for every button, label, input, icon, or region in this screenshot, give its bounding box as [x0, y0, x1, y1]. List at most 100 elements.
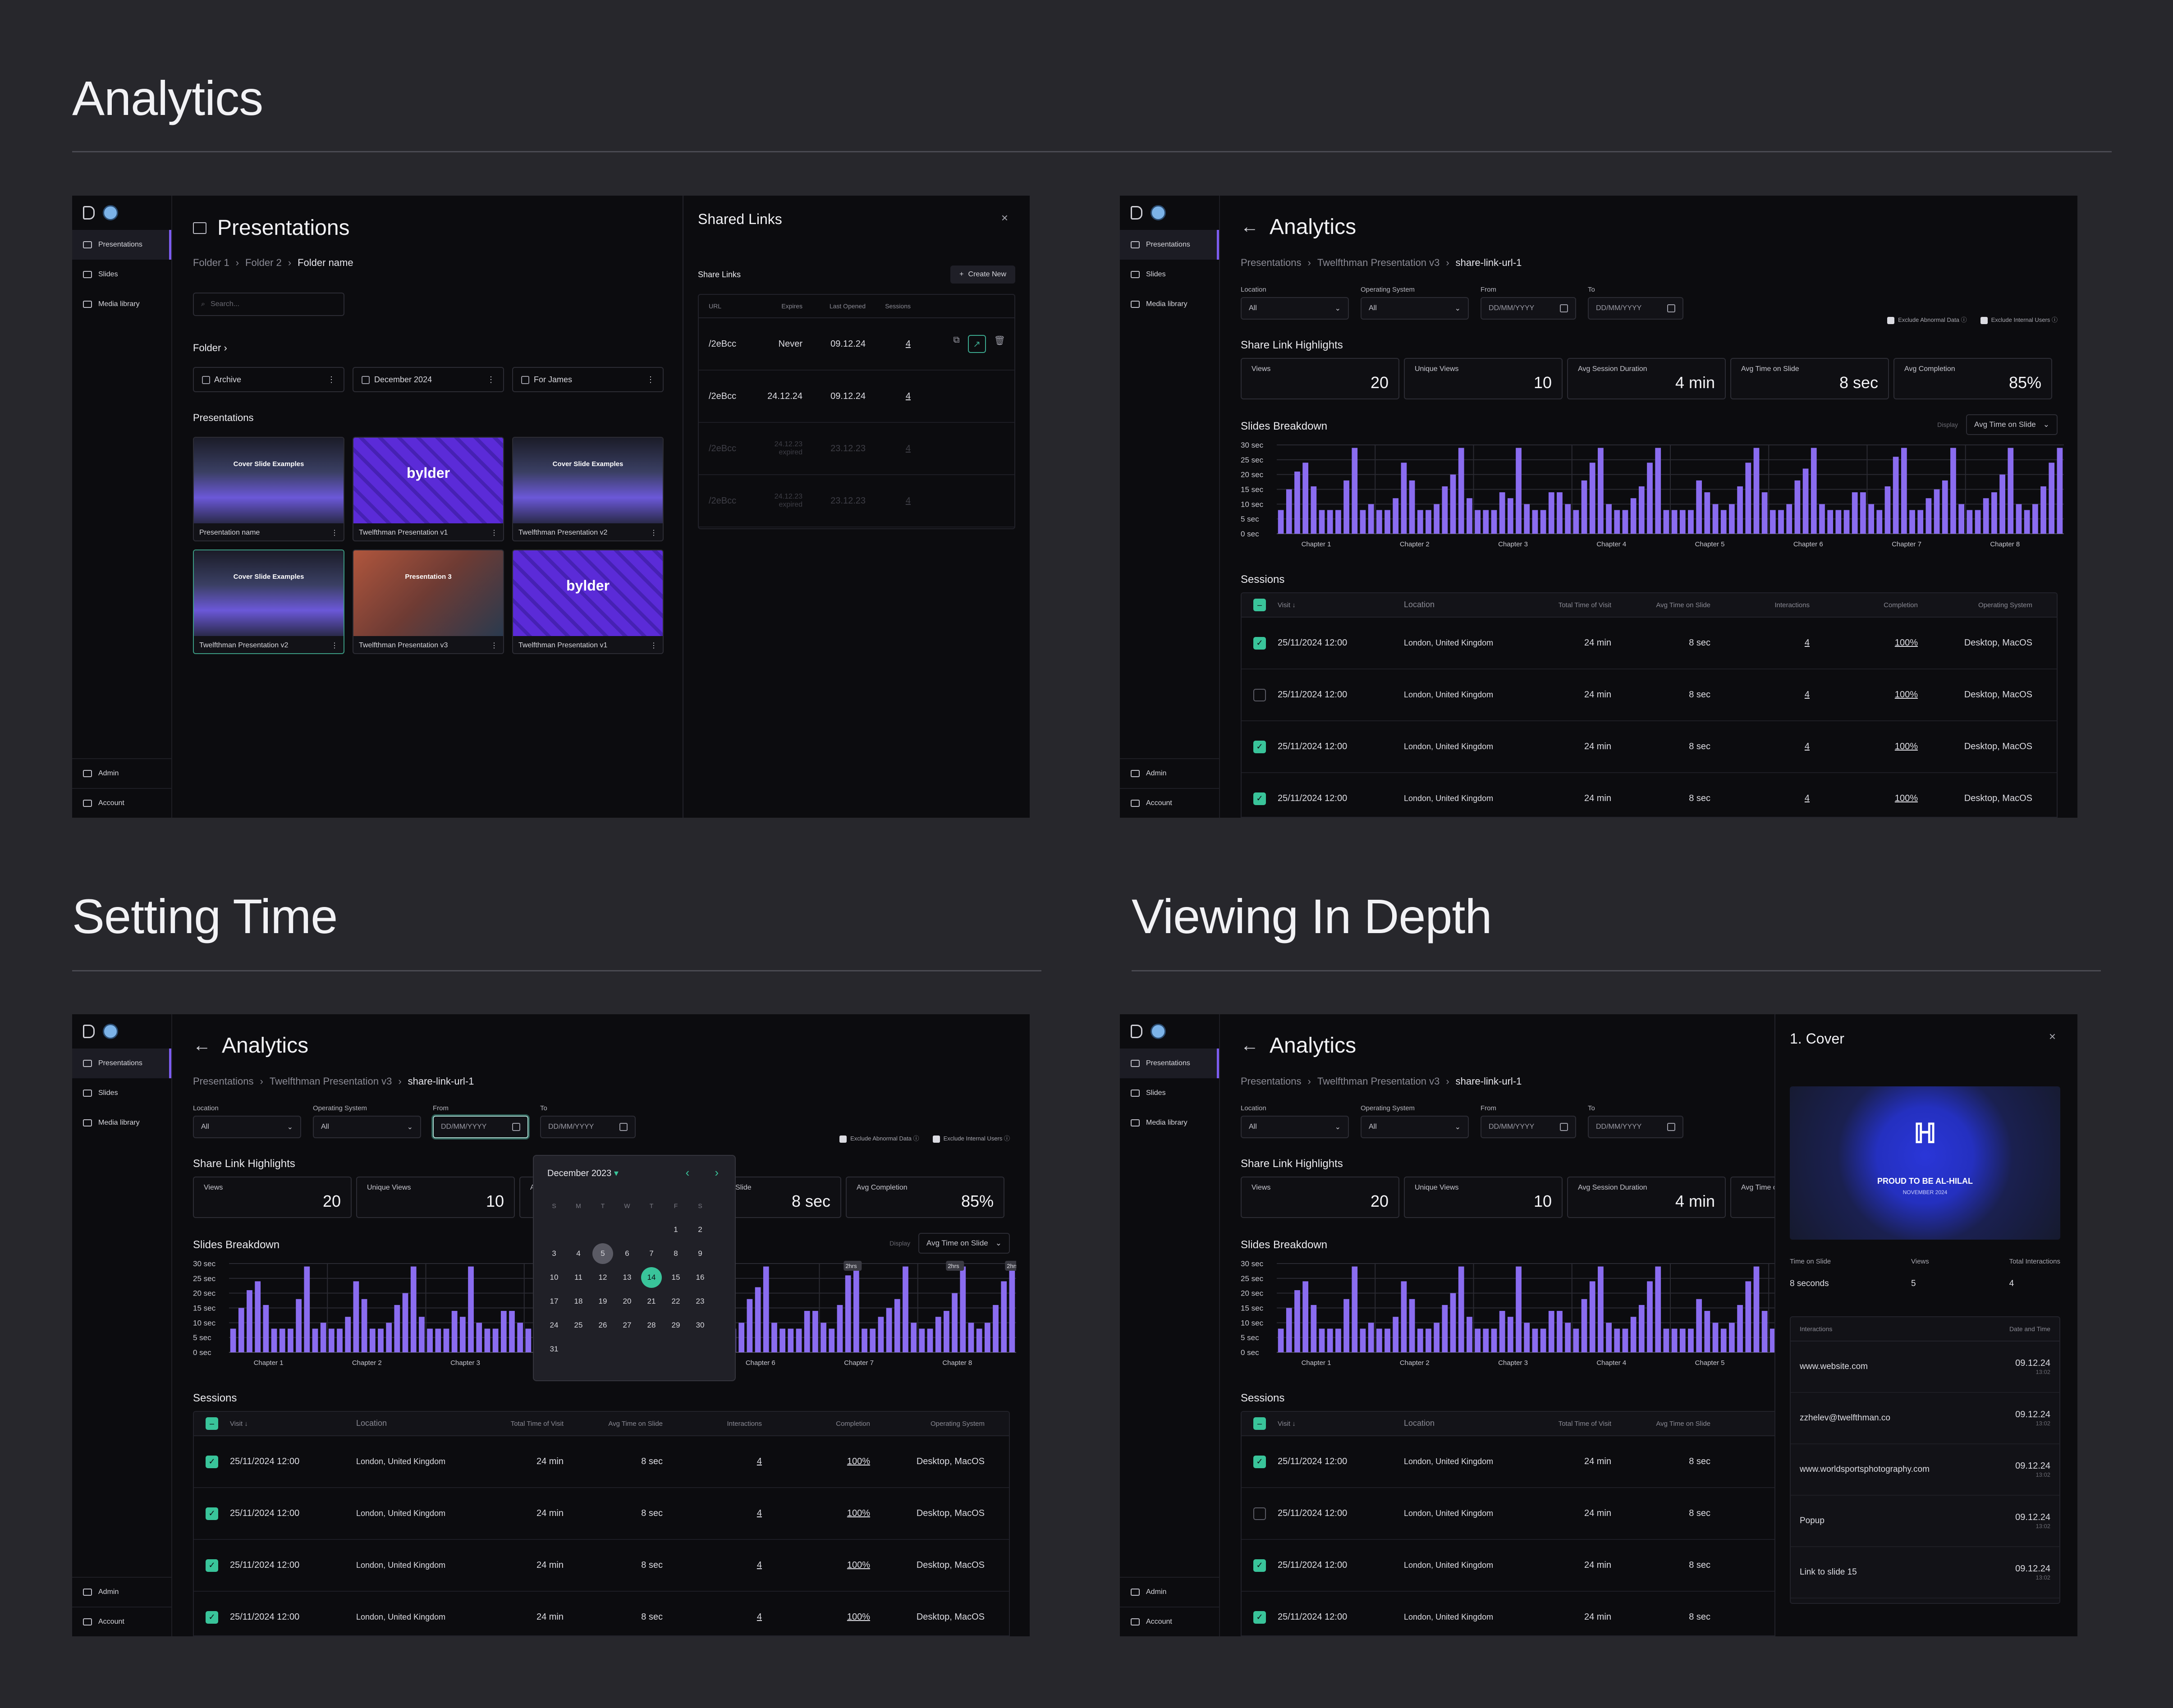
chart-bar[interactable]	[1614, 510, 1620, 534]
os-select[interactable]: All ⌄	[1361, 1116, 1469, 1138]
sidebar-item-admin[interactable]: Admin	[1120, 758, 1219, 788]
from-date-input[interactable]: DD/MM/YYYY	[433, 1116, 528, 1138]
presentation-card[interactable]: bylder Twelfthman Presentation v1 ⋮	[353, 437, 504, 541]
search-input[interactable]: ⌕ Search...	[193, 293, 344, 316]
chart-bar[interactable]	[1737, 1305, 1743, 1352]
chart-bar[interactable]	[238, 1308, 244, 1353]
os-select[interactable]: All ⌄	[1361, 297, 1469, 320]
chart-bar[interactable]	[1934, 489, 1940, 534]
completion-value[interactable]: 100%	[847, 1508, 870, 1518]
calendar-day[interactable]: 14	[639, 1265, 664, 1289]
interaction-row[interactable]: Link to slide 15 09.12.24 13:02	[1791, 1547, 2059, 1598]
create-new-button[interactable]: + Create New	[950, 266, 1015, 284]
share-link-row[interactable]: /2eBcc 24.12.24 09.12.24 4	[699, 371, 1014, 423]
chart-bar[interactable]	[1491, 1328, 1497, 1352]
calendar-day[interactable]: 9	[698, 1249, 702, 1258]
chart-bar[interactable]	[1475, 1328, 1481, 1352]
chart-bar[interactable]	[1729, 504, 1735, 534]
sidebar-item-slides[interactable]: Slides	[1120, 260, 1219, 289]
chart-bar[interactable]	[1876, 510, 1883, 534]
chart-bar[interactable]	[1688, 510, 1694, 534]
chart-bar[interactable]	[378, 1328, 384, 1352]
interactions-count[interactable]: 4	[756, 1508, 762, 1518]
chart-bar[interactable]	[812, 1311, 818, 1352]
chart-bar[interactable]	[337, 1328, 343, 1352]
calendar-day[interactable]: 19	[598, 1296, 607, 1305]
link-sessions[interactable]: 4	[905, 339, 911, 349]
interactions-count[interactable]: 4	[1804, 638, 1810, 648]
completion-value[interactable]: 100%	[847, 1560, 870, 1570]
chart-bar[interactable]	[1794, 480, 1801, 534]
chart-bar[interactable]	[1983, 498, 1989, 534]
chart-bar[interactable]	[419, 1317, 425, 1352]
close-icon[interactable]: ×	[2049, 1030, 2056, 1043]
chart-bar[interactable]	[1442, 1305, 1448, 1352]
chart-bar[interactable]	[1630, 1317, 1637, 1352]
chart-bar[interactable]	[1450, 1293, 1456, 1352]
chart-bar[interactable]	[1286, 489, 1292, 534]
chart-bar[interactable]	[410, 1266, 417, 1352]
chart-bar[interactable]	[1565, 504, 1571, 534]
chart-bar[interactable]	[279, 1328, 285, 1352]
calendar-day[interactable]: 25	[574, 1320, 583, 1329]
chart-bar[interactable]	[1352, 1266, 1358, 1352]
more-icon[interactable]: ⋮	[331, 529, 338, 537]
chart-bar[interactable]	[271, 1328, 277, 1352]
chart-bar[interactable]	[1302, 462, 1309, 534]
chart-bar[interactable]	[1278, 1328, 1284, 1352]
row-checkbox[interactable]: ✓	[1253, 1559, 1266, 1572]
sidebar-item-presentations[interactable]: Presentations	[72, 1049, 171, 1078]
display-select[interactable]: Avg Time on Slide ⌄	[918, 1233, 1010, 1254]
breadcrumb-item[interactable]: Twelfthman Presentation v3	[269, 1076, 392, 1087]
chart-bar[interactable]	[1852, 492, 1858, 534]
row-checkbox[interactable]: ✓	[1253, 1611, 1266, 1624]
chart-bar[interactable]	[1384, 510, 1390, 534]
sidebar-item-slides[interactable]: Slides	[72, 260, 171, 289]
chart-bar[interactable]	[1286, 1308, 1292, 1353]
chart-bar[interactable]	[1884, 486, 1891, 534]
interactions-count[interactable]: 4	[756, 1612, 762, 1622]
chart-bar[interactable]	[993, 1305, 999, 1352]
sidebar-item-account[interactable]: Account	[1120, 1607, 1219, 1636]
row-checkbox[interactable]: ✓	[1253, 636, 1266, 650]
row-checkbox[interactable]: ✓	[1253, 740, 1266, 753]
chart-bar[interactable]	[255, 1281, 261, 1352]
chart-bar[interactable]	[1679, 510, 1686, 534]
chart-bar[interactable]	[345, 1317, 351, 1352]
chart-bar[interactable]	[1360, 510, 1366, 534]
breadcrumb-item[interactable]: Presentations	[1241, 1076, 1302, 1087]
chart-bar[interactable]	[1770, 1328, 1776, 1352]
presentation-card[interactable]: Presentation 3 Twelfthman Presentation v…	[353, 549, 504, 654]
chart-bar[interactable]	[1729, 1323, 1735, 1352]
sidebar-item-presentations[interactable]: Presentations	[72, 230, 171, 260]
chart-bar[interactable]	[1343, 480, 1349, 534]
chart-bar[interactable]	[1327, 510, 1333, 534]
chart-bar[interactable]	[1335, 1328, 1341, 1352]
chart-bar[interactable]	[1909, 510, 1915, 534]
chart-bar[interactable]	[837, 1305, 843, 1352]
chart-bar[interactable]	[1704, 492, 1710, 534]
chart-bar[interactable]	[320, 1323, 326, 1352]
chart-bar[interactable]	[771, 1323, 777, 1352]
chart-bar[interactable]	[492, 1328, 499, 1352]
chart-bar[interactable]	[894, 1299, 900, 1352]
chart-bar[interactable]	[2024, 510, 2030, 534]
breadcrumb-item[interactable]: Twelfthman Presentation v3	[1317, 1076, 1440, 1087]
chart-bar[interactable]	[1417, 510, 1423, 534]
chart-bar[interactable]	[1827, 510, 1834, 534]
chart-bar[interactable]	[1647, 1281, 1653, 1352]
from-date-input[interactable]: DD/MM/YYYY	[1481, 297, 1576, 320]
presentation-card[interactable]: bylder Twelfthman Presentation v1 ⋮	[512, 549, 664, 654]
folder-archive[interactable]: Archive ⋮	[193, 367, 344, 392]
chart-bar[interactable]	[927, 1328, 933, 1352]
link-sessions[interactable]: 4	[905, 495, 911, 506]
share-link-row[interactable]: /2eBcc 24.12.23 expired 23.12.23 4	[699, 475, 1014, 527]
chart-bar[interactable]	[1598, 1266, 1604, 1352]
back-arrow-icon[interactable]: ←	[1241, 1035, 1259, 1055]
presentation-card[interactable]: Cover Slide Examples Presentation name ⋮	[193, 437, 344, 541]
chart-bar[interactable]	[1663, 510, 1669, 534]
chart-bar[interactable]	[1557, 1311, 1563, 1352]
more-icon[interactable]: ⋮	[487, 375, 495, 384]
back-arrow-icon[interactable]: ←	[1241, 217, 1259, 237]
chart-bar[interactable]	[1778, 510, 1784, 534]
